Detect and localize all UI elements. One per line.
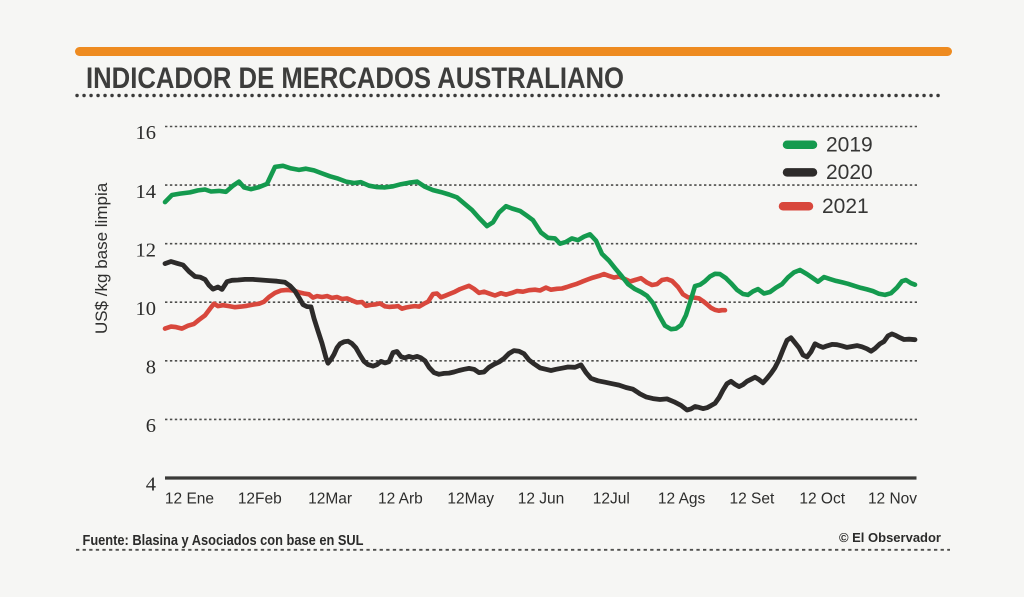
svg-text:8: 8 (146, 357, 156, 379)
svg-text:10: 10 (136, 298, 157, 320)
svg-text:12 Nov: 12 Nov (868, 491, 917, 508)
svg-text:12 Ags: 12 Ags (658, 491, 706, 508)
svg-text:US$ /kg base limpia: US$ /kg base limpia (92, 182, 111, 334)
svg-text:14: 14 (136, 181, 157, 203)
svg-text:16: 16 (136, 122, 157, 144)
svg-text:12 Ene: 12 Ene (165, 491, 214, 508)
svg-text:12 Arb: 12 Arb (378, 491, 423, 508)
svg-text:2021: 2021 (822, 195, 869, 218)
svg-text:12 Oct: 12 Oct (799, 491, 845, 508)
svg-text:INDICADOR DE MERCADOS AUSTRALI: INDICADOR DE MERCADOS AUSTRALIANO (86, 62, 624, 95)
svg-text:12Jul: 12Jul (593, 491, 630, 508)
svg-text:12May: 12May (447, 491, 494, 508)
svg-text:© El Observador: © El Observador (839, 530, 941, 545)
svg-text:2020: 2020 (826, 161, 873, 184)
svg-text:12: 12 (136, 239, 157, 261)
svg-text:12 Jun: 12 Jun (518, 491, 565, 508)
svg-text:12 Set: 12 Set (729, 491, 775, 508)
svg-text:Fuente: Blasina y Asociados co: Fuente: Blasina y Asociados con base en … (83, 532, 364, 549)
svg-text:4: 4 (146, 474, 156, 496)
svg-text:12Feb: 12Feb (238, 491, 282, 508)
svg-text:2019: 2019 (826, 134, 873, 157)
svg-text:6: 6 (146, 415, 156, 437)
svg-text:12Mar: 12Mar (308, 491, 352, 508)
